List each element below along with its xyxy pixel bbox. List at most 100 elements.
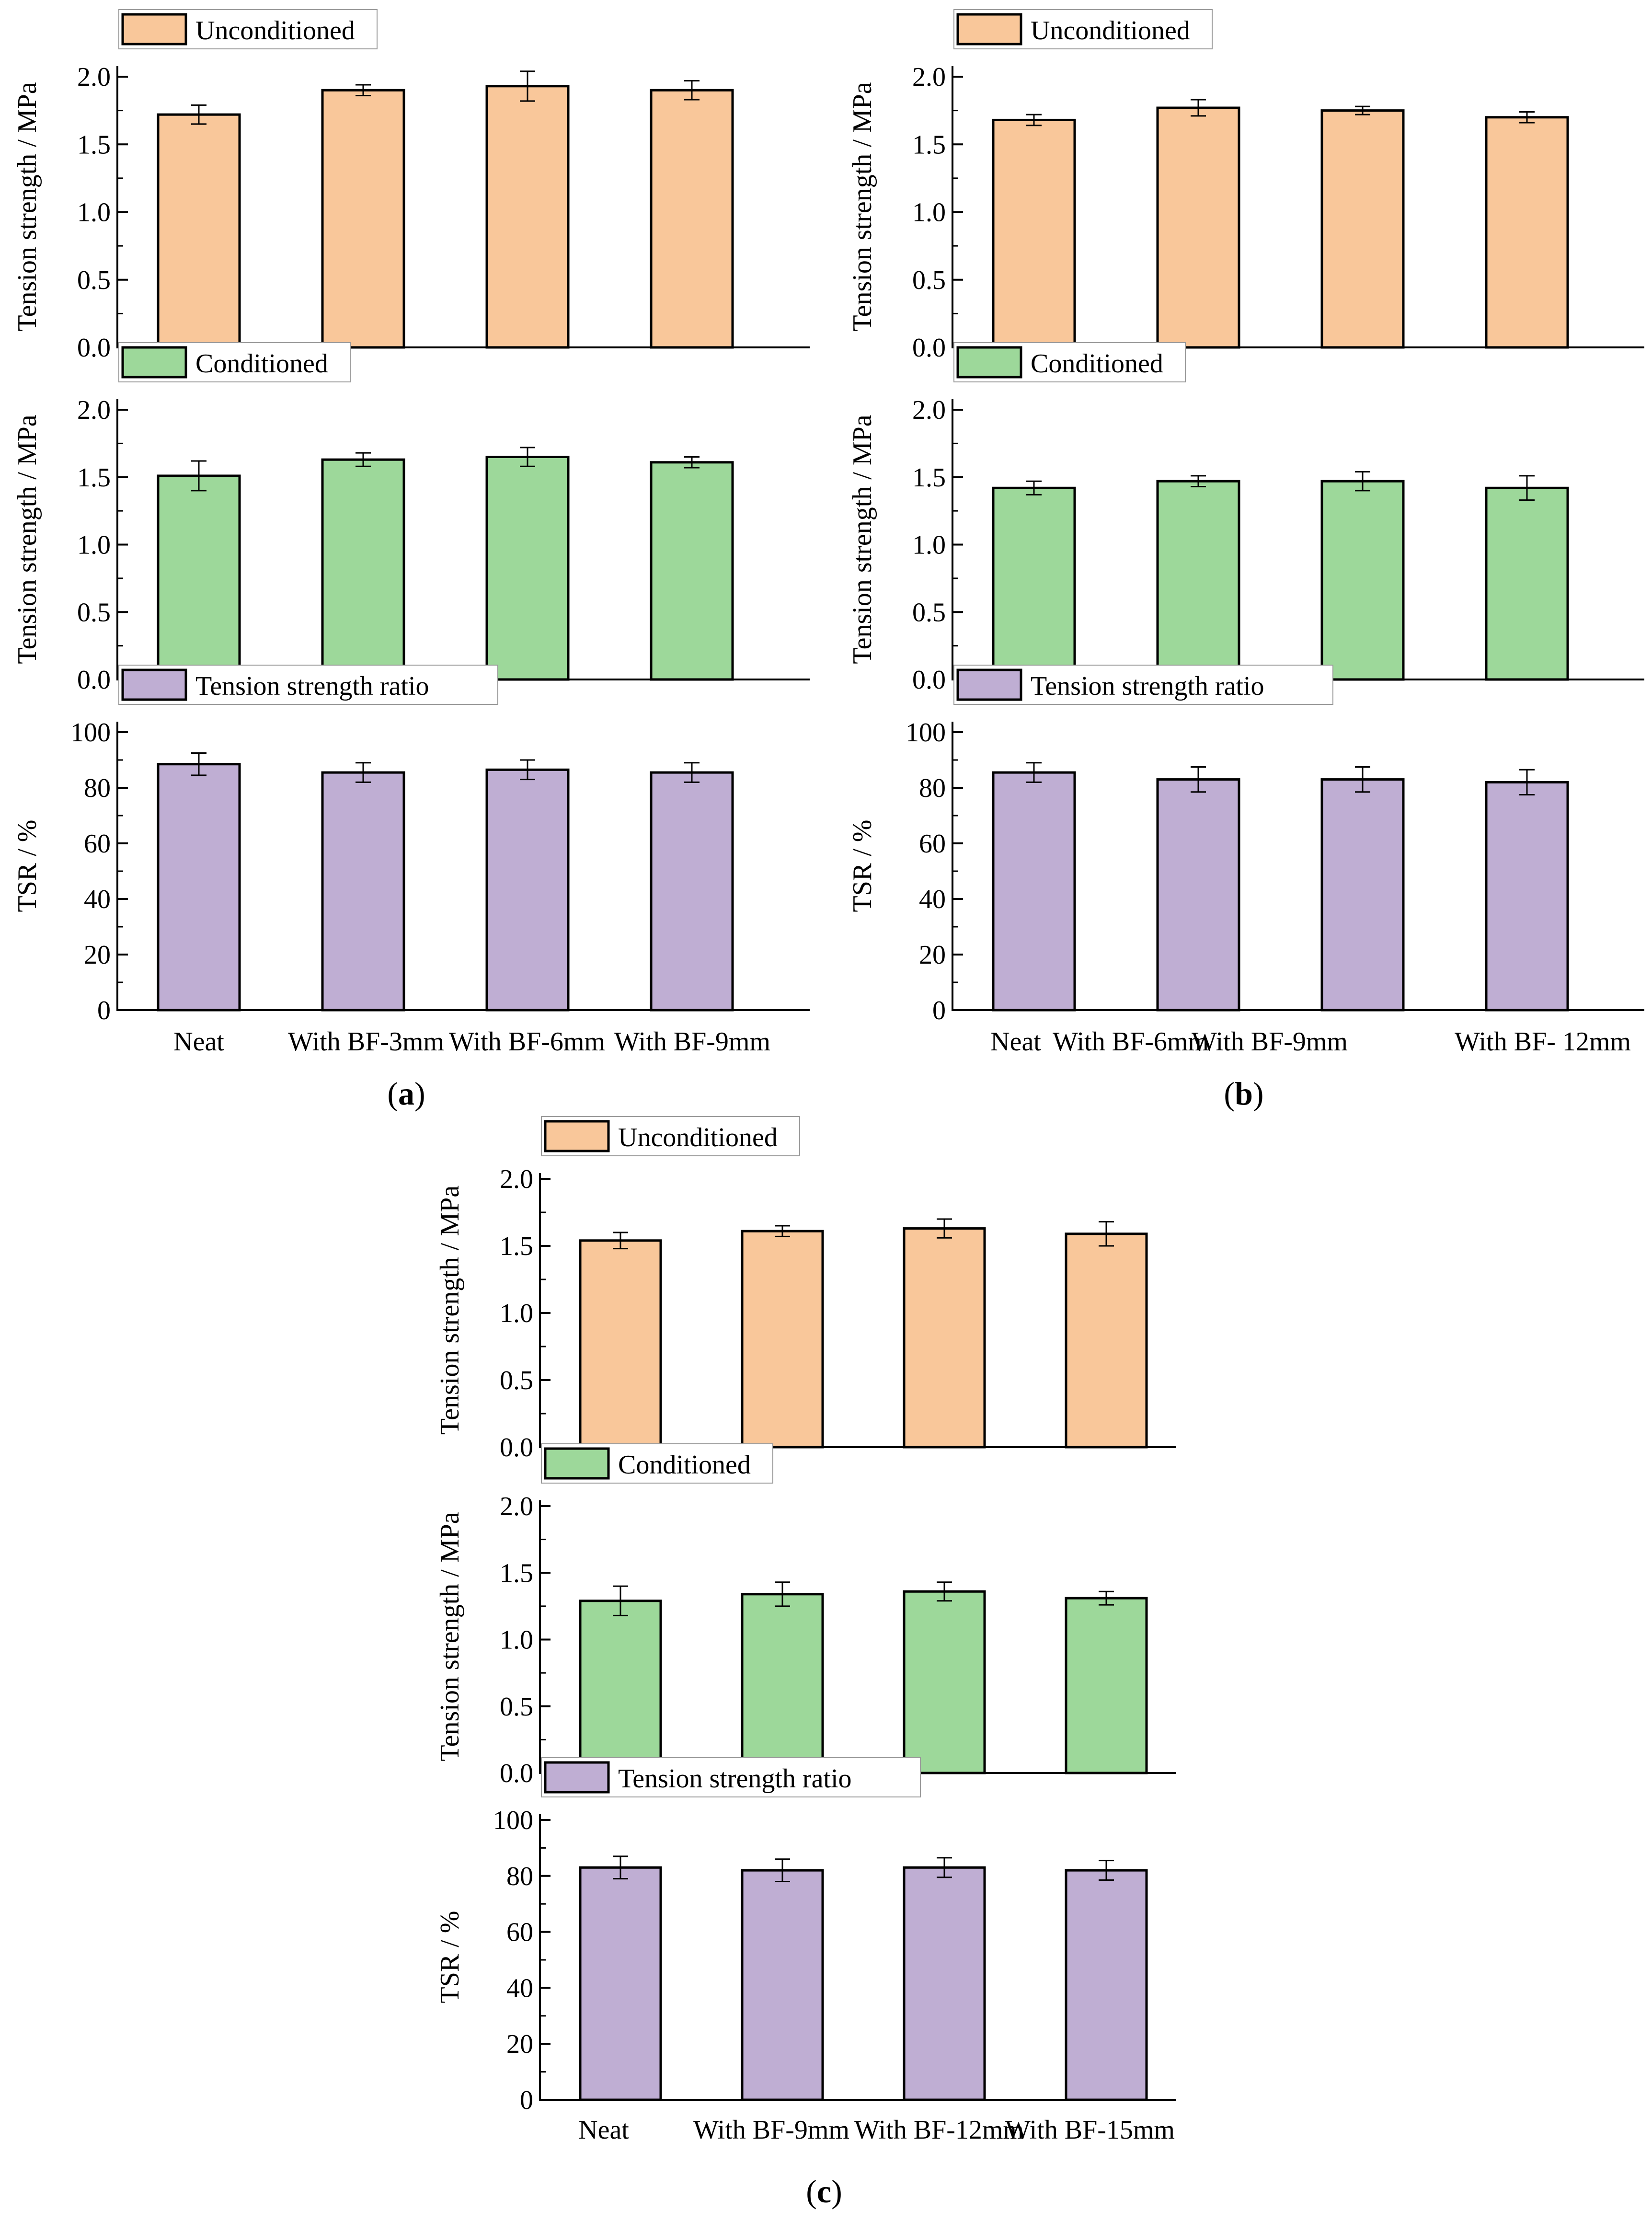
bar-unconditioned (650, 89, 734, 349)
panel-caption-letter: c (817, 2173, 831, 2210)
y-tick-label: 0.5 (77, 598, 111, 627)
legend-label: Tension strength ratio (195, 671, 429, 701)
y-tick-label: 0.5 (77, 265, 111, 295)
y-axis-title: Tension strength / MPa (848, 82, 877, 331)
y-tick-label: 100 (906, 718, 946, 748)
legend-swatch (956, 668, 1022, 701)
legend-swatch (121, 346, 187, 379)
bar-unconditioned (1156, 106, 1240, 349)
y-axis-title: Tension strength / MPa (12, 82, 42, 331)
y-tick-label: 0.0 (912, 665, 946, 695)
bar-unconditioned (1320, 109, 1405, 349)
panel-caption-letter: b (1235, 1075, 1253, 1112)
bar-conditioned (1065, 1597, 1148, 1774)
subplot-unconditioned: 0.0 0.5 1.0 1.5 2.0 Tension strength / MPa Unc… (12, 9, 810, 363)
bar-tsr (157, 763, 241, 1012)
panel-c: 0.0 0.5 1.0 1.5 2.0 Tension strength / MPa Unc… (435, 1116, 1176, 2210)
legend-swatch (956, 346, 1022, 379)
y-tick-label: 20 (84, 940, 111, 970)
y-tick-label: 0.0 (912, 333, 946, 363)
panel-caption: (b) (1224, 1075, 1263, 1112)
bar-conditioned (903, 1590, 986, 1774)
y-tick-label: 1.5 (77, 463, 111, 493)
legend-swatch (121, 668, 187, 701)
bar-unconditioned (321, 89, 405, 349)
bar-tsr (1485, 781, 1569, 1012)
bar-conditioned (650, 461, 734, 681)
y-tick-label: 0.5 (500, 1366, 533, 1395)
panel-b: 0.0 0.5 1.0 1.5 2.0 Tension strength / MPa Unc… (848, 9, 1644, 1112)
legend-swatch (544, 1447, 610, 1480)
bar-unconditioned (1485, 116, 1569, 349)
category-label: With BF-3mm (288, 1027, 444, 1057)
panel-caption-letter: a (398, 1075, 414, 1112)
y-tick-label: 100 (70, 718, 111, 748)
y-axis-title: TSR / % (435, 1911, 465, 2003)
category-label: With BF-6mm (449, 1027, 605, 1057)
legend-swatch (544, 1761, 610, 1794)
y-tick-label: 0 (932, 996, 946, 1025)
legend-label: Conditioned (195, 349, 328, 379)
panel-a: 0.0 0.5 1.0 1.5 2.0 Tension strength / MPa Unc… (12, 9, 810, 1112)
subplot-unconditioned: 0.0 0.5 1.0 1.5 2.0 Tension strength / MPa Unc… (435, 1116, 1176, 1462)
bar-tsr (485, 768, 570, 1012)
y-tick-label: 20 (919, 940, 946, 970)
subplot-unconditioned: 0.0 0.5 1.0 1.5 2.0 Tension strength / MPa Unc… (848, 9, 1644, 363)
y-tick-label: 60 (84, 829, 111, 859)
y-tick-label: 2.0 (912, 395, 946, 425)
bar-conditioned (321, 458, 405, 681)
bar-conditioned (1485, 486, 1569, 681)
y-tick-label: 1.0 (500, 1625, 533, 1655)
y-tick-label: 0 (520, 2085, 533, 2115)
bar-conditioned (485, 456, 570, 681)
category-label: Neat (990, 1027, 1041, 1057)
category-label: With BF-9mm (693, 2115, 849, 2145)
y-tick-label: 0.0 (77, 333, 111, 363)
subplot-tsr: 0 20 40 60 80 100 TSR / % Tension strength rati… (12, 665, 810, 1025)
y-tick-label: 0.0 (500, 1433, 533, 1462)
bar-conditioned (1320, 480, 1405, 681)
category-label: With BF-9mm (1192, 1027, 1348, 1057)
subplot-conditioned: 0.0 0.5 1.0 1.5 2.0 Tension strength / MPa Con… (848, 342, 1644, 695)
y-tick-label: 80 (84, 773, 111, 803)
bar-tsr (992, 771, 1076, 1012)
bar-tsr (579, 1866, 662, 2101)
y-tick-label: 0 (97, 996, 111, 1025)
legend-label: Conditioned (618, 1450, 751, 1480)
y-tick-label: 1.0 (77, 198, 111, 228)
bar-tsr (1156, 778, 1240, 1012)
legend-swatch (956, 13, 1022, 46)
bar-unconditioned (1065, 1232, 1148, 1449)
y-tick-label: 100 (493, 1806, 533, 1835)
legend-label: Conditioned (1031, 349, 1163, 379)
bar-unconditioned (157, 113, 241, 349)
y-tick-label: 1.5 (500, 1558, 533, 1588)
y-tick-label: 2.0 (912, 62, 946, 92)
y-tick-label: 1.5 (77, 130, 111, 160)
y-tick-label: 40 (506, 1973, 533, 2003)
y-axis-title: TSR / % (848, 820, 877, 912)
bar-tsr (650, 771, 734, 1012)
panel-caption: (a) (387, 1075, 425, 1112)
category-label: With BF-6mm (1053, 1027, 1209, 1057)
y-tick-label: 40 (919, 885, 946, 914)
bar-tsr (321, 771, 405, 1012)
bar-conditioned (741, 1593, 824, 1774)
subplot-tsr: 0 20 40 60 80 100 TSR / % Tension strength rati… (848, 665, 1644, 1025)
legend-label: Tension strength ratio (1031, 671, 1264, 701)
y-tick-label: 20 (506, 2029, 533, 2059)
y-tick-label: 1.0 (912, 530, 946, 560)
bar-conditioned (992, 486, 1076, 681)
y-tick-label: 1.0 (77, 530, 111, 560)
y-tick-label: 1.5 (912, 130, 946, 160)
y-tick-label: 40 (84, 885, 111, 914)
y-axis-title: Tension strength / MPa (435, 1512, 465, 1761)
y-tick-label: 0.5 (912, 598, 946, 627)
y-tick-label: 1.5 (500, 1232, 533, 1261)
category-label: With BF- 12mm (1455, 1027, 1631, 1057)
category-label: With BF-12mm (854, 2115, 1024, 2145)
category-label: With BF-15mm (1005, 2115, 1175, 2145)
bar-tsr (1065, 1869, 1148, 2101)
y-tick-label: 0.5 (500, 1692, 533, 1722)
